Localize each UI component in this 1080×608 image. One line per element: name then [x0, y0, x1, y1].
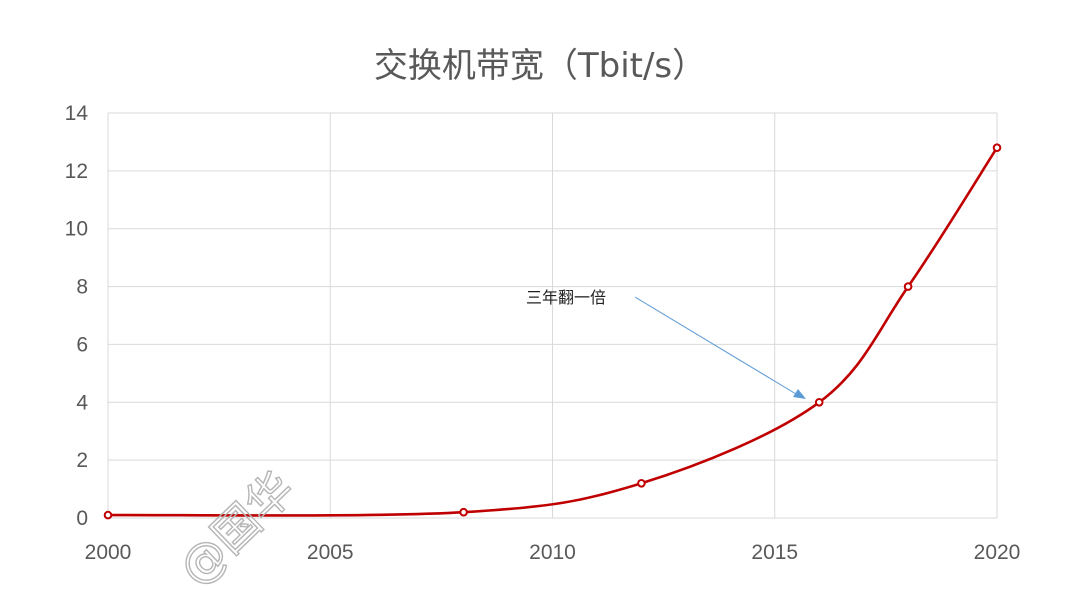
x-tick-label: 2000 — [85, 541, 132, 564]
data-point — [637, 478, 646, 488]
x-axis-ticks: 2000 2005 2010 2015 2020 — [85, 541, 1021, 564]
y-tick-label: 6 — [76, 333, 88, 356]
annotation-arrow — [634, 296, 797, 395]
y-tick-label: 8 — [76, 276, 88, 299]
data-point — [814, 397, 824, 407]
y-tick-label: 12 — [65, 160, 88, 183]
data-point — [992, 143, 1002, 153]
x-tick-label: 2015 — [751, 541, 798, 564]
annotation-arrowhead — [793, 389, 806, 399]
x-tick-label: 2020 — [974, 541, 1021, 564]
y-tick-label: 14 — [65, 102, 89, 125]
chart-title: 交换机带宽（Tbit/s） — [374, 46, 706, 86]
y-tick-label: 0 — [76, 507, 88, 530]
watermark: @国华 — [168, 461, 305, 596]
data-point — [459, 507, 468, 517]
annotation-group: 三年翻一倍 — [526, 288, 806, 399]
data-point — [903, 282, 913, 291]
y-axis-ticks: 0 2 4 6 8 10 12 14 — [65, 102, 89, 530]
y-tick-label: 10 — [65, 218, 88, 241]
x-tick-label: 2010 — [529, 541, 576, 564]
y-tick-label: 2 — [76, 449, 88, 472]
data-point — [103, 510, 113, 520]
series-group — [103, 143, 1002, 520]
gridlines — [107, 112, 998, 519]
y-tick-label: 4 — [76, 391, 88, 414]
annotation-label: 三年翻一倍 — [526, 288, 606, 307]
x-tick-label: 2005 — [307, 541, 354, 564]
